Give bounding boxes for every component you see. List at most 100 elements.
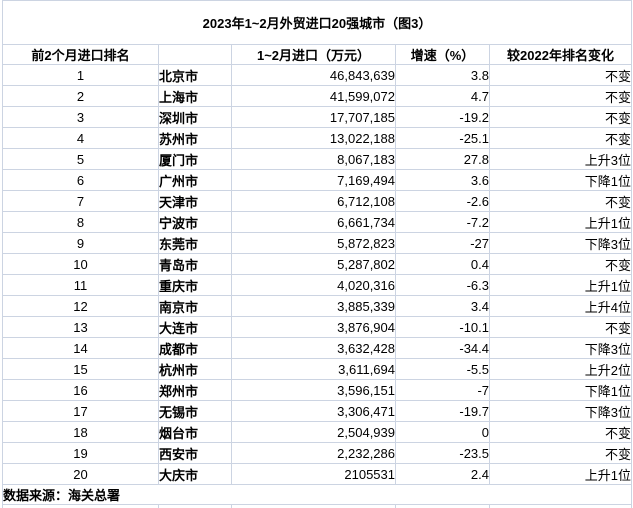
rank-change-cell: 不变: [489, 316, 632, 338]
city-cell: 青岛市: [158, 253, 232, 275]
import-cell: 3,306,471: [231, 400, 396, 422]
city-cell: 西安市: [158, 442, 232, 464]
table-row: 11 重庆市 4,020,316 -6.3 上升1位: [2, 274, 632, 296]
table-row: 16 郑州市 3,596,151 -7 下降1位: [2, 379, 632, 401]
rank-change-cell: 上升2位: [489, 358, 632, 380]
rank-cell: 14: [2, 337, 159, 359]
rank-change-cell: 不变: [489, 421, 632, 443]
table-row: 19 西安市 2,232,286 -23.5 不变: [2, 442, 632, 464]
rank-cell: 1: [2, 64, 159, 86]
import-cell: 3,876,904: [231, 316, 396, 338]
table-row: 5 厦门市 8,067,183 27.8 上升3位: [2, 148, 632, 170]
import-cell: 3,632,428: [231, 337, 396, 359]
city-cell: 重庆市: [158, 274, 232, 296]
city-cell: 杭州市: [158, 358, 232, 380]
import-cell: 13,022,188: [231, 127, 396, 149]
table-row: 15 杭州市 3,611,694 -5.5 上升2位: [2, 358, 632, 380]
rank-cell: 2: [2, 85, 159, 107]
import-cell: 8,067,183: [231, 148, 396, 170]
growth-cell: 4.7: [395, 85, 490, 107]
table-row: 18 烟台市 2,504,939 0 不变: [2, 421, 632, 443]
growth-cell: -34.4: [395, 337, 490, 359]
rank-cell: 8: [2, 211, 159, 233]
city-cell: 广州市: [158, 169, 232, 191]
import-cell: 5,872,823: [231, 232, 396, 254]
rank-cell: 11: [2, 274, 159, 296]
table-row: 12 南京市 3,885,339 3.4 上升4位: [2, 295, 632, 317]
city-cell: 上海市: [158, 85, 232, 107]
rank-change-cell: 不变: [489, 64, 632, 86]
rank-cell: 13: [2, 316, 159, 338]
rank-change-cell: 上升1位: [489, 211, 632, 233]
growth-cell: 27.8: [395, 148, 490, 170]
table-row: 2 上海市 41,599,072 4.7 不变: [2, 85, 632, 107]
header-row: 前2个月进口排名 1~2月进口（万元） 增速（%） 较2022年排名变化: [2, 44, 632, 65]
table-row: 9 东莞市 5,872,823 -27 下降3位: [2, 232, 632, 254]
city-cell: 无锡市: [158, 400, 232, 422]
rank-cell: 6: [2, 169, 159, 191]
rank-cell: 17: [2, 400, 159, 422]
rank-cell: 19: [2, 442, 159, 464]
data-source-note: 数据来源：海关总署: [2, 484, 632, 505]
rank-change-cell: 上升4位: [489, 295, 632, 317]
rank-change-cell: 下降3位: [489, 400, 632, 422]
city-cell: 深圳市: [158, 106, 232, 128]
growth-cell: 3.6: [395, 169, 490, 191]
table-title: 2023年1~2月外贸进口20强城市（图3）: [2, 0, 632, 45]
import-cell: 6,712,108: [231, 190, 396, 212]
import-cell: 3,596,151: [231, 379, 396, 401]
header-city-blank: [158, 44, 232, 65]
city-cell: 东莞市: [158, 232, 232, 254]
growth-cell: -19.7: [395, 400, 490, 422]
city-cell: 北京市: [158, 64, 232, 86]
table-row: 8 宁波市 6,661,734 -7.2 上升1位: [2, 211, 632, 233]
growth-cell: -7.2: [395, 211, 490, 233]
table-row: 4 苏州市 13,022,188 -25.1 不变: [2, 127, 632, 149]
table-row: 1 北京市 46,843,639 3.8 不变: [2, 64, 632, 86]
rank-change-cell: 不变: [489, 442, 632, 464]
city-cell: 大连市: [158, 316, 232, 338]
table-row: 7 天津市 6,712,108 -2.6 不变: [2, 190, 632, 212]
rank-cell: 5: [2, 148, 159, 170]
rank-cell: 10: [2, 253, 159, 275]
rank-cell: 16: [2, 379, 159, 401]
import-cell: 46,843,639: [231, 64, 396, 86]
growth-cell: -10.1: [395, 316, 490, 338]
footer-row: 数据来源：海关总署: [2, 484, 632, 505]
growth-cell: 2.4: [395, 463, 490, 485]
stub-cell: [395, 504, 490, 508]
rank-change-cell: 不变: [489, 253, 632, 275]
stub-cell: [158, 504, 232, 508]
table-row: 3 深圳市 17,707,185 -19.2 不变: [2, 106, 632, 128]
city-cell: 厦门市: [158, 148, 232, 170]
growth-cell: -7: [395, 379, 490, 401]
rank-change-cell: 下降1位: [489, 379, 632, 401]
growth-cell: 0: [395, 421, 490, 443]
import-cell: 2105531: [231, 463, 396, 485]
header-growth: 增速（%）: [395, 44, 490, 65]
rank-cell: 12: [2, 295, 159, 317]
import-cell: 6,661,734: [231, 211, 396, 233]
header-rank-change: 较2022年排名变化: [489, 44, 632, 65]
header-import: 1~2月进口（万元）: [231, 44, 396, 65]
title-row: 2023年1~2月外贸进口20强城市（图3）: [2, 0, 632, 45]
import-cell: 2,504,939: [231, 421, 396, 443]
growth-cell: -2.6: [395, 190, 490, 212]
table-row: 17 无锡市 3,306,471 -19.7 下降3位: [2, 400, 632, 422]
growth-cell: 0.4: [395, 253, 490, 275]
import-cell: 3,885,339: [231, 295, 396, 317]
rank-change-cell: 上升1位: [489, 463, 632, 485]
city-cell: 南京市: [158, 295, 232, 317]
growth-cell: -23.5: [395, 442, 490, 464]
growth-cell: 3.4: [395, 295, 490, 317]
gridline-stub-row: [2, 504, 632, 508]
rank-cell: 4: [2, 127, 159, 149]
city-cell: 宁波市: [158, 211, 232, 233]
header-rank: 前2个月进口排名: [2, 44, 159, 65]
stub-cell: [489, 504, 632, 508]
import-cell: 3,611,694: [231, 358, 396, 380]
table-row: 14 成都市 3,632,428 -34.4 下降3位: [2, 337, 632, 359]
stub-cell: [2, 504, 159, 508]
rank-cell: 7: [2, 190, 159, 212]
